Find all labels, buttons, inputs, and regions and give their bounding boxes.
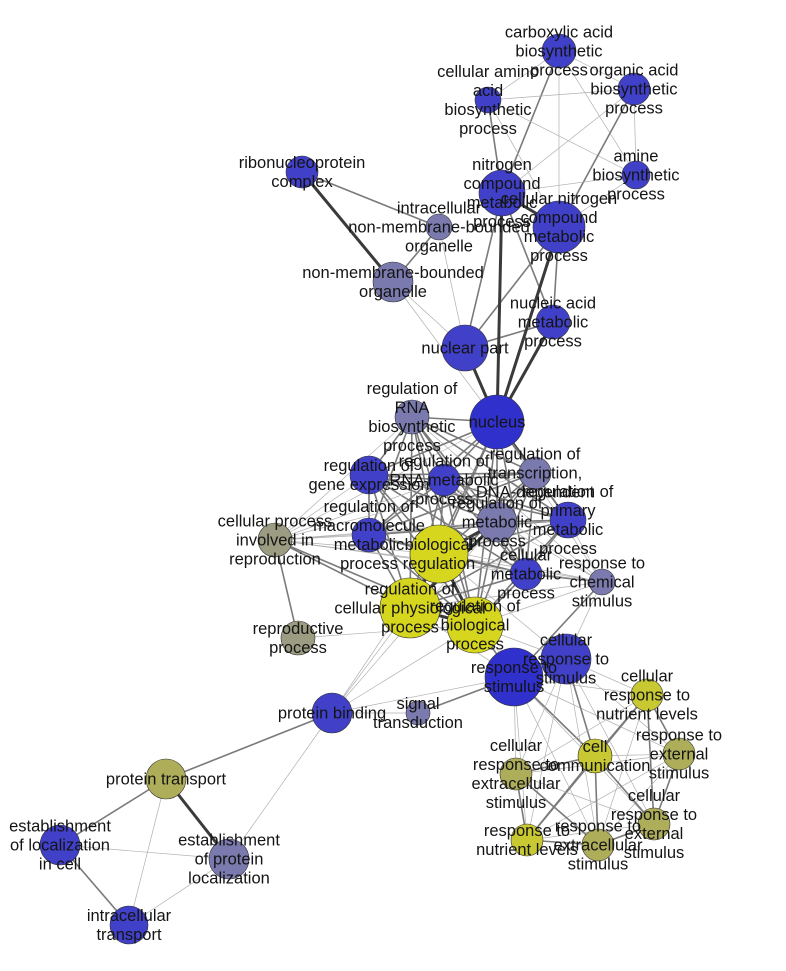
- svg-text:complex: complex: [271, 173, 333, 191]
- svg-text:cellular: cellular: [540, 632, 593, 650]
- svg-text:nucleic acid: nucleic acid: [510, 295, 596, 313]
- svg-text:process: process: [446, 636, 504, 654]
- svg-text:regulation of: regulation of: [365, 581, 456, 599]
- svg-text:cellular process: cellular process: [218, 513, 333, 531]
- svg-text:regulation of: regulation of: [367, 380, 458, 398]
- svg-text:amine: amine: [614, 148, 659, 166]
- svg-text:regulation of: regulation of: [399, 453, 490, 471]
- svg-text:ribonucleoprotein: ribonucleoprotein: [239, 154, 366, 172]
- svg-text:process: process: [381, 619, 439, 637]
- svg-text:cell: cell: [583, 738, 608, 756]
- svg-text:metabolic: metabolic: [524, 228, 595, 246]
- svg-text:extracellular: extracellular: [472, 775, 561, 793]
- svg-text:process: process: [530, 247, 588, 265]
- svg-text:cellular: cellular: [490, 737, 543, 755]
- svg-text:carboxylic acid: carboxylic acid: [505, 24, 613, 42]
- svg-text:intracellular: intracellular: [87, 907, 172, 925]
- svg-text:process: process: [605, 100, 663, 118]
- svg-text:biosynthetic: biosynthetic: [368, 418, 455, 436]
- svg-text:process: process: [269, 639, 327, 657]
- svg-text:cellular: cellular: [621, 668, 674, 686]
- svg-text:nuclear part: nuclear part: [421, 340, 509, 358]
- svg-text:regulation of: regulation of: [430, 598, 521, 616]
- svg-text:regulation of: regulation of: [324, 498, 415, 516]
- svg-text:metabolic: metabolic: [467, 194, 538, 212]
- svg-text:organelle: organelle: [359, 283, 427, 301]
- svg-text:chemical: chemical: [569, 574, 634, 592]
- svg-text:transport: transport: [96, 926, 162, 944]
- svg-text:stimulus: stimulus: [536, 670, 597, 688]
- svg-text:cellular: cellular: [628, 787, 681, 805]
- svg-text:biological: biological: [405, 536, 474, 554]
- svg-text:response to: response to: [636, 727, 722, 745]
- svg-text:regulation of: regulation of: [490, 446, 581, 464]
- svg-text:cellular: cellular: [500, 547, 553, 565]
- svg-text:biosynthetic: biosynthetic: [515, 43, 602, 61]
- svg-text:response to: response to: [523, 651, 609, 669]
- svg-text:establishment: establishment: [9, 818, 111, 836]
- svg-text:biosynthetic: biosynthetic: [592, 167, 679, 185]
- svg-text:RNA: RNA: [395, 399, 430, 417]
- svg-text:biological: biological: [441, 617, 510, 635]
- svg-text:primary: primary: [540, 502, 596, 520]
- svg-text:transduction: transduction: [373, 714, 463, 732]
- svg-text:cellular amino: cellular amino: [437, 63, 539, 81]
- svg-text:involved in: involved in: [236, 532, 314, 550]
- svg-text:response to: response to: [484, 822, 570, 840]
- svg-text:process: process: [524, 333, 582, 351]
- svg-text:process: process: [459, 120, 517, 138]
- svg-text:biosynthetic: biosynthetic: [590, 81, 677, 99]
- svg-text:response to: response to: [473, 756, 559, 774]
- svg-text:stimulus: stimulus: [649, 765, 710, 783]
- svg-text:nutrient levels: nutrient levels: [476, 841, 578, 859]
- svg-text:nutrient levels: nutrient levels: [596, 706, 698, 724]
- svg-text:transcription,: transcription,: [488, 465, 582, 483]
- svg-text:reproductive: reproductive: [253, 620, 344, 638]
- svg-text:regulation: regulation: [403, 555, 475, 573]
- svg-text:establishment: establishment: [178, 832, 280, 850]
- svg-text:metabolic: metabolic: [334, 536, 405, 554]
- svg-text:metabolic: metabolic: [533, 521, 604, 539]
- svg-text:metabolic: metabolic: [491, 566, 562, 584]
- svg-text:regulation of: regulation of: [452, 495, 543, 513]
- svg-text:nitrogen: nitrogen: [472, 156, 532, 174]
- svg-text:response to: response to: [604, 687, 690, 705]
- svg-text:response to: response to: [559, 555, 645, 573]
- svg-text:nucleus: nucleus: [469, 414, 526, 432]
- svg-text:acid: acid: [473, 82, 503, 100]
- svg-text:protein transport: protein transport: [106, 771, 227, 789]
- svg-text:in cell: in cell: [39, 856, 81, 874]
- svg-text:biosynthetic: biosynthetic: [444, 101, 531, 119]
- svg-text:of localization: of localization: [10, 837, 110, 855]
- svg-text:stimulus: stimulus: [572, 593, 633, 611]
- svg-text:metabolic: metabolic: [518, 314, 589, 332]
- svg-text:localization: localization: [188, 870, 270, 888]
- svg-text:compound: compound: [463, 175, 540, 193]
- svg-text:signal: signal: [396, 695, 439, 713]
- svg-text:organic acid: organic acid: [590, 62, 679, 80]
- svg-text:external: external: [650, 746, 709, 764]
- svg-text:process: process: [473, 213, 531, 231]
- svg-text:protein binding: protein binding: [278, 705, 386, 723]
- svg-text:metabolic: metabolic: [462, 514, 533, 532]
- svg-text:reproduction: reproduction: [229, 551, 321, 569]
- svg-text:process: process: [340, 555, 398, 573]
- svg-text:of protein: of protein: [195, 851, 264, 869]
- svg-text:non-membrane-bounded: non-membrane-bounded: [302, 264, 484, 282]
- svg-text:stimulus: stimulus: [486, 794, 547, 812]
- svg-text:organelle: organelle: [405, 238, 473, 256]
